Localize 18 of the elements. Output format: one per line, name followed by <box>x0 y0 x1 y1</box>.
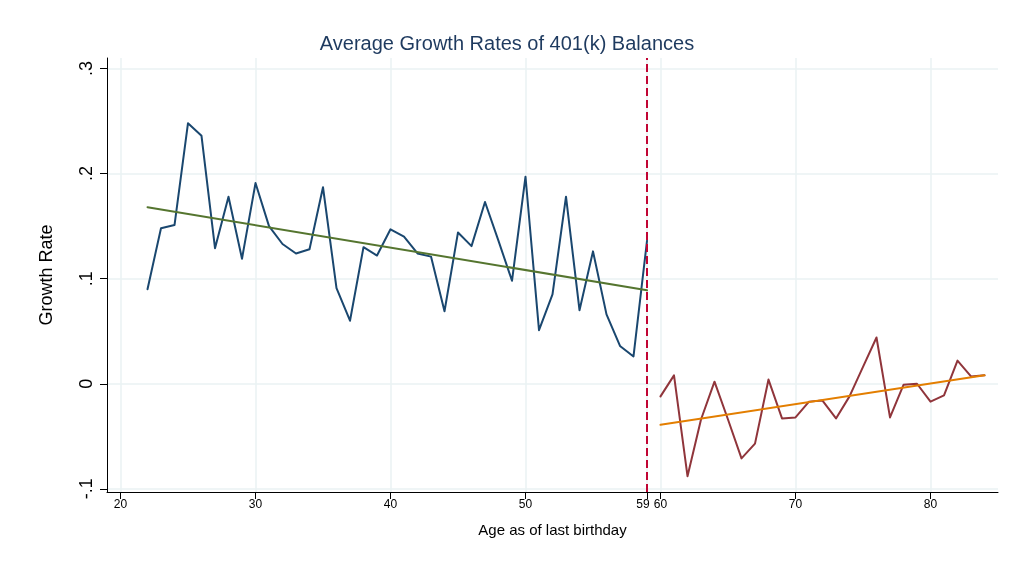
line-series <box>146 122 648 358</box>
x-tick-label: 59 <box>636 497 650 511</box>
y-tick-label: -.1 <box>76 478 96 500</box>
x-tick-label: 40 <box>383 497 398 511</box>
y-tick-label: .3 <box>76 61 96 77</box>
y-tick-label: .2 <box>76 166 96 182</box>
chart-title: Average Growth Rates of 401(k) Balances <box>319 32 695 54</box>
line-series <box>659 336 986 478</box>
x-tick-label: 80 <box>923 497 938 511</box>
x-axis-title: Age as of last birthday <box>478 521 628 538</box>
x-tick-label: 70 <box>788 497 803 511</box>
x-tick-label: 20 <box>113 497 128 511</box>
x-tick-label: 60 <box>653 497 668 511</box>
y-tick-label: .1 <box>76 271 96 287</box>
x-tick-label: 30 <box>248 497 263 511</box>
y-tick-label: 0 <box>76 378 96 389</box>
x-tick-label: 50 <box>518 497 533 511</box>
y-axis-title: Growth Rate <box>36 224 56 326</box>
